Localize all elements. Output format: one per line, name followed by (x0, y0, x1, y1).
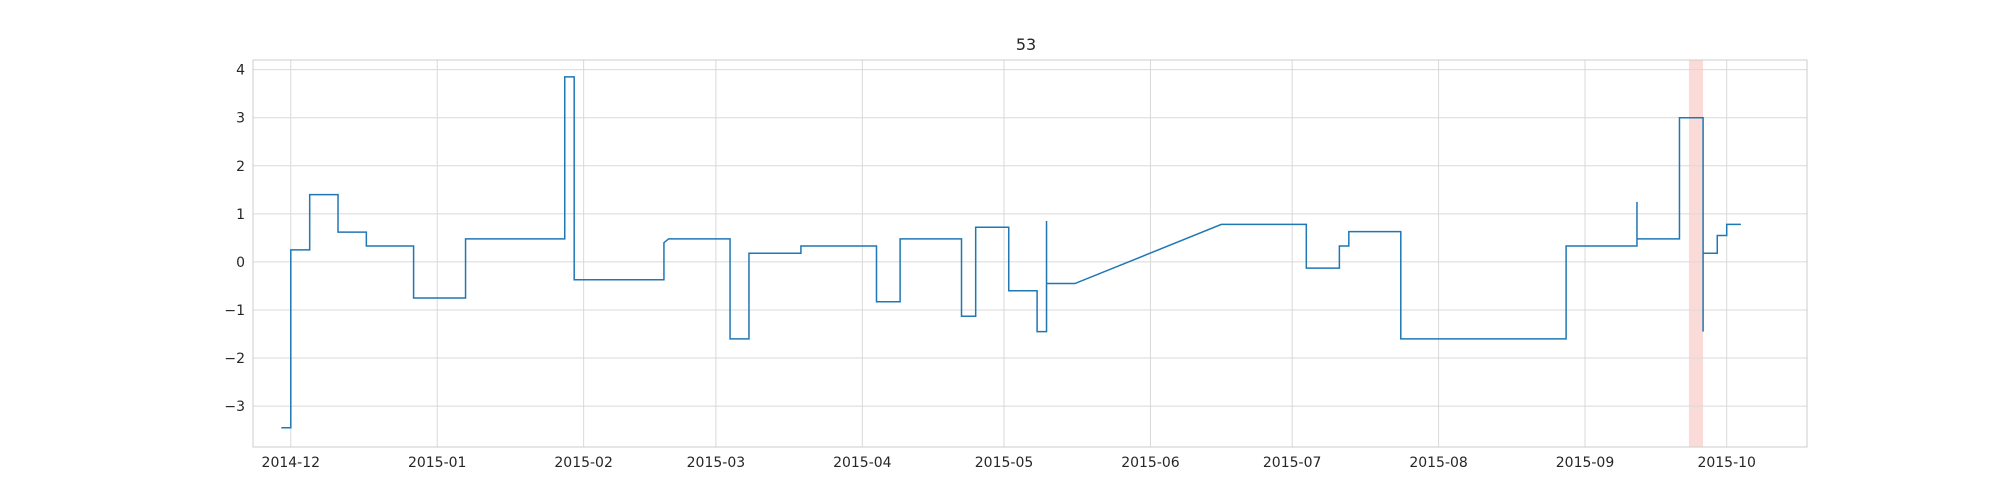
x-tick-label: 2015-09 (1556, 455, 1615, 471)
x-tick-label: 2015-10 (1697, 455, 1756, 471)
chart-title: 53 (1016, 35, 1036, 54)
y-tick-label: −2 (224, 351, 245, 367)
x-tick-label: 2015-01 (408, 455, 467, 471)
series-line (281, 76, 1741, 429)
x-tick-label: 2015-02 (554, 455, 613, 471)
highlight-span (1688, 60, 1704, 447)
y-tick-label: 0 (236, 255, 245, 271)
plot-area: 2014-12 2015-01 2015-02 2015-03 2015-04 2015-… (224, 59, 1808, 471)
x-tick-label: 2015-06 (1121, 455, 1180, 471)
x-tick-label: 2014-12 (262, 455, 321, 471)
y-tick-label: 3 (236, 111, 245, 127)
x-tick-label: 2015-05 (975, 455, 1034, 471)
y-tick-label: 4 (236, 63, 245, 79)
x-tick-label: 2015-08 (1409, 455, 1468, 471)
y-tick-label: 1 (236, 207, 245, 223)
x-tick-label: 2015-04 (833, 455, 892, 471)
y-tick-label: −3 (224, 399, 245, 415)
axes-background (253, 60, 1807, 447)
x-tick-label: 2015-03 (687, 455, 746, 471)
axes-frame (252, 59, 1808, 448)
y-tick-label: −1 (224, 303, 245, 319)
y-tick-label: 2 (236, 159, 245, 175)
x-tick-label: 2015-07 (1263, 455, 1322, 471)
